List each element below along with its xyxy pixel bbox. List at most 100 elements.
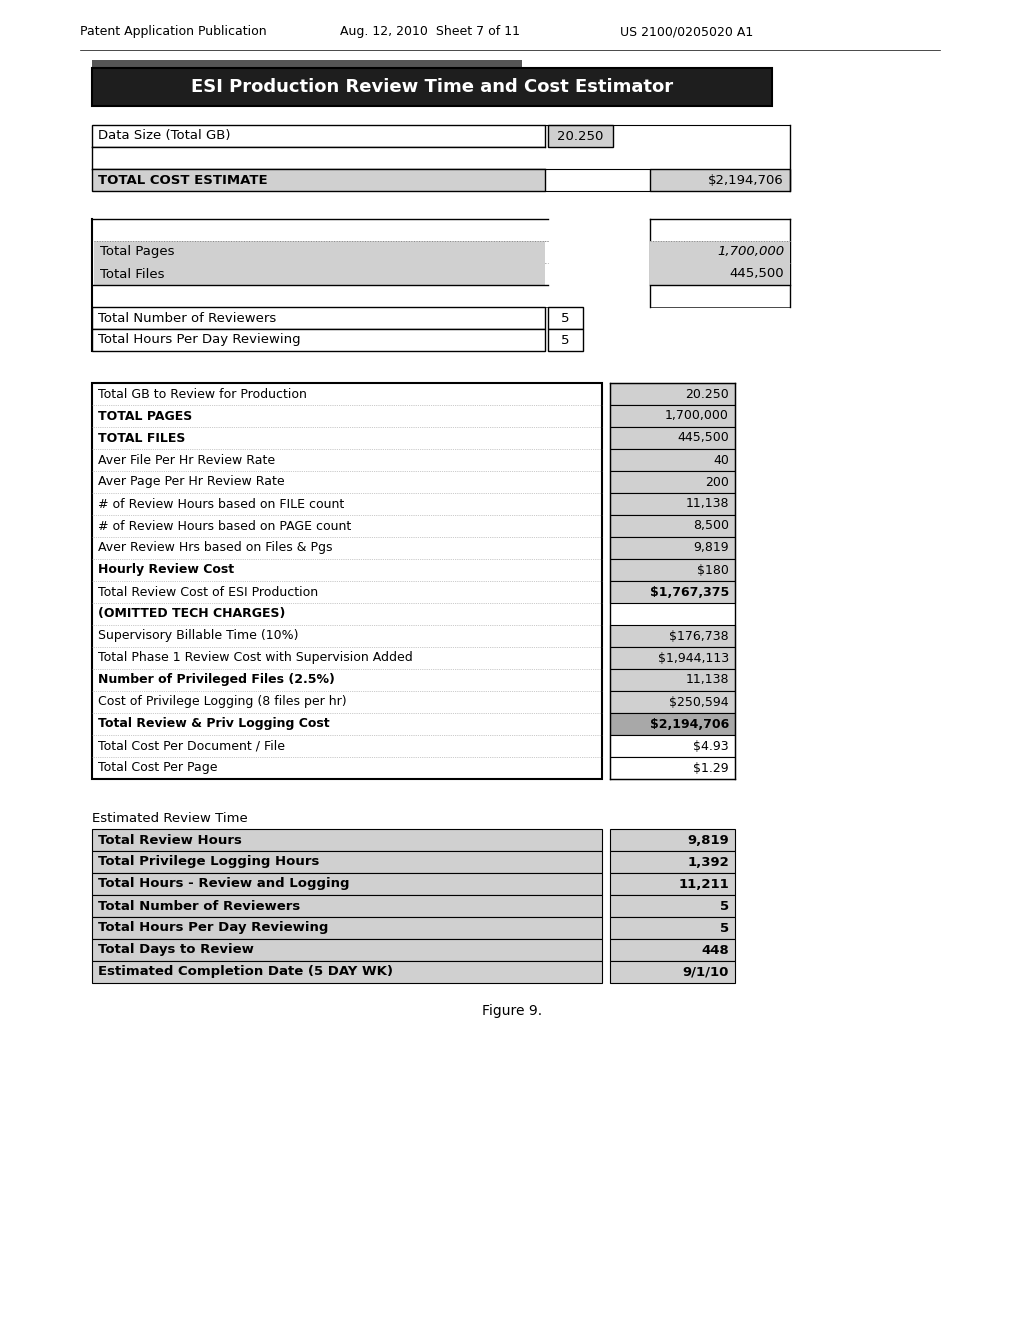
Bar: [92, 426, 602, 449]
Bar: [610, 851, 735, 873]
Text: Cost of Privilege Logging (8 files per hr): Cost of Privilege Logging (8 files per h…: [98, 696, 347, 709]
Text: Total GB to Review for Production: Total GB to Review for Production: [98, 388, 307, 400]
Bar: [610, 471, 735, 492]
Text: $2,194,706: $2,194,706: [650, 718, 729, 730]
Text: Aver Review Hrs based on Files & Pgs: Aver Review Hrs based on Files & Pgs: [98, 541, 333, 554]
Text: Hourly Review Cost: Hourly Review Cost: [98, 564, 234, 577]
Text: 9,819: 9,819: [693, 541, 729, 554]
Text: ESI Production Review Time and Cost Estimator: ESI Production Review Time and Cost Esti…: [190, 78, 673, 96]
Text: # of Review Hours based on PAGE count: # of Review Hours based on PAGE count: [98, 520, 351, 532]
Text: 11,211: 11,211: [678, 878, 729, 891]
Text: 40: 40: [713, 454, 729, 466]
Bar: [650, 169, 790, 191]
Bar: [610, 383, 735, 405]
Text: Estimated Completion Date (5 DAY WK): Estimated Completion Date (5 DAY WK): [98, 965, 393, 978]
Text: Supervisory Billable Time (10%): Supervisory Billable Time (10%): [98, 630, 299, 643]
Text: Total Cost Per Document / File: Total Cost Per Document / File: [98, 739, 285, 752]
Text: Patent Application Publication: Patent Application Publication: [80, 25, 266, 38]
Text: Total Files: Total Files: [100, 268, 165, 281]
Bar: [610, 581, 735, 603]
Bar: [610, 917, 735, 939]
Text: $176,738: $176,738: [670, 630, 729, 643]
Bar: [610, 647, 735, 669]
Text: 5: 5: [561, 312, 569, 325]
Bar: [610, 558, 735, 581]
Bar: [610, 515, 735, 537]
Text: $1.29: $1.29: [693, 762, 729, 775]
Text: $4.93: $4.93: [693, 739, 729, 752]
Text: Aver Page Per Hr Review Rate: Aver Page Per Hr Review Rate: [98, 475, 285, 488]
Bar: [92, 405, 602, 426]
Text: Total Pages: Total Pages: [100, 246, 174, 259]
Text: Total Privilege Logging Hours: Total Privilege Logging Hours: [98, 855, 319, 869]
Bar: [610, 492, 735, 515]
Text: $1,944,113: $1,944,113: [657, 652, 729, 664]
Text: 200: 200: [706, 475, 729, 488]
Text: Total Hours Per Day Reviewing: Total Hours Per Day Reviewing: [98, 334, 301, 346]
Text: TOTAL FILES: TOTAL FILES: [98, 432, 185, 445]
Bar: [94, 242, 545, 263]
Bar: [610, 756, 735, 779]
Bar: [92, 125, 545, 147]
Text: 5: 5: [561, 334, 569, 346]
Text: Total Hours - Review and Logging: Total Hours - Review and Logging: [98, 878, 349, 891]
Text: Total Review & Priv Logging Cost: Total Review & Priv Logging Cost: [98, 718, 330, 730]
Text: 448: 448: [701, 944, 729, 957]
Text: 9,819: 9,819: [687, 833, 729, 846]
Text: Total Review Hours: Total Review Hours: [98, 833, 242, 846]
Bar: [610, 895, 735, 917]
Bar: [92, 961, 602, 983]
Text: Number of Privileged Files (2.5%): Number of Privileged Files (2.5%): [98, 673, 335, 686]
Text: TOTAL COST ESTIMATE: TOTAL COST ESTIMATE: [98, 173, 267, 186]
Text: Figure 9.: Figure 9.: [482, 1005, 542, 1018]
Bar: [610, 405, 735, 426]
Bar: [92, 59, 522, 69]
Text: $1,767,375: $1,767,375: [650, 586, 729, 598]
Text: 5: 5: [720, 921, 729, 935]
Text: Total Number of Reviewers: Total Number of Reviewers: [98, 899, 300, 912]
Text: 20.250: 20.250: [685, 388, 729, 400]
Bar: [92, 829, 602, 851]
Text: 445,500: 445,500: [677, 432, 729, 445]
Text: 9/1/10: 9/1/10: [683, 965, 729, 978]
Bar: [610, 873, 735, 895]
Bar: [92, 147, 545, 169]
Bar: [92, 895, 602, 917]
Bar: [92, 851, 602, 873]
Bar: [92, 383, 602, 779]
Bar: [92, 329, 545, 351]
Bar: [610, 426, 735, 449]
Bar: [610, 735, 735, 756]
Bar: [610, 690, 735, 713]
Text: # of Review Hours based on FILE count: # of Review Hours based on FILE count: [98, 498, 344, 511]
Bar: [548, 125, 613, 147]
Text: 1,392: 1,392: [687, 855, 729, 869]
Bar: [610, 624, 735, 647]
Text: (OMITTED TECH CHARGES): (OMITTED TECH CHARGES): [98, 607, 286, 620]
Bar: [92, 308, 545, 329]
Text: Estimated Review Time: Estimated Review Time: [92, 812, 248, 825]
Text: Aver File Per Hr Review Rate: Aver File Per Hr Review Rate: [98, 454, 275, 466]
Text: 20.250: 20.250: [557, 129, 604, 143]
Bar: [610, 829, 735, 851]
Text: 1,700,000: 1,700,000: [666, 409, 729, 422]
Bar: [92, 169, 545, 191]
Bar: [610, 713, 735, 735]
Bar: [610, 961, 735, 983]
Text: US 2100/0205020 A1: US 2100/0205020 A1: [620, 25, 754, 38]
Bar: [548, 329, 583, 351]
Bar: [92, 69, 772, 106]
Text: 8,500: 8,500: [693, 520, 729, 532]
Text: $180: $180: [697, 564, 729, 577]
Bar: [610, 669, 735, 690]
Bar: [94, 263, 545, 285]
Text: 11,138: 11,138: [685, 498, 729, 511]
Text: 5: 5: [720, 899, 729, 912]
Text: 445,500: 445,500: [729, 268, 784, 281]
Text: 1,700,000: 1,700,000: [717, 246, 784, 259]
Bar: [610, 537, 735, 558]
Bar: [610, 449, 735, 471]
Bar: [92, 939, 602, 961]
Bar: [92, 917, 602, 939]
Text: 11,138: 11,138: [685, 673, 729, 686]
